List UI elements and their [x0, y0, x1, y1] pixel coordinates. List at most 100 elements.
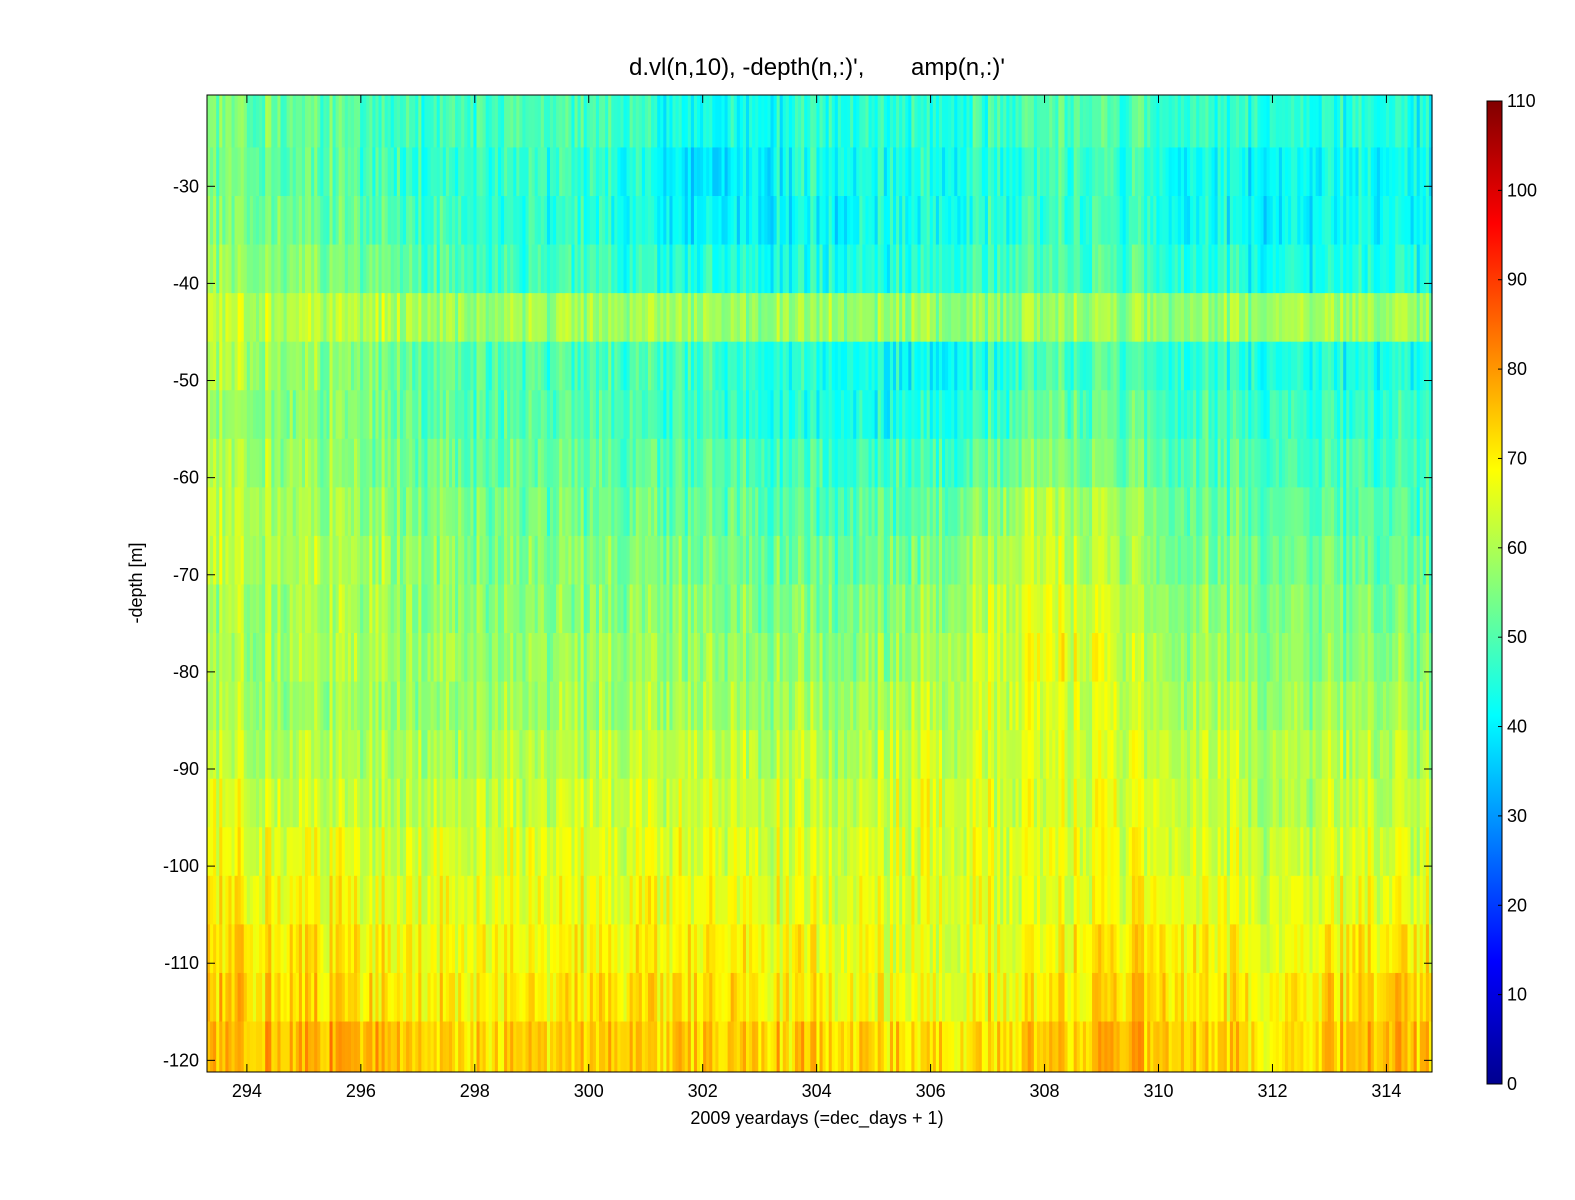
heatmap-cell: [234, 924, 239, 974]
heatmap-cell: [317, 730, 321, 780]
heatmap-cell: [678, 390, 683, 440]
heatmap-cell: [488, 924, 493, 974]
heatmap-cell: [770, 730, 775, 780]
heatmap-cell: [409, 535, 413, 585]
heatmap-cell: [516, 196, 520, 245]
heatmap-cell: [403, 341, 407, 391]
heatmap-cell: [418, 487, 422, 537]
heatmap-cell: [246, 95, 251, 148]
heatmap-cell: [399, 827, 404, 877]
heatmap-cell: [638, 633, 643, 682]
heatmap-cell: [225, 778, 230, 828]
heatmap-cell: [219, 972, 223, 1022]
heatmap-cell: [767, 487, 772, 537]
heatmap-cell: [620, 244, 625, 294]
heatmap-cell: [911, 147, 916, 197]
heatmap-cell: [899, 390, 903, 440]
heatmap-cell: [485, 147, 490, 197]
heatmap-cell: [252, 95, 257, 148]
heatmap-cell: [687, 147, 692, 197]
heatmap-cell: [464, 681, 468, 731]
heatmap-cell: [739, 293, 744, 343]
heatmap-cell: [850, 681, 854, 731]
heatmap-cell: [464, 390, 468, 440]
heatmap-cell: [850, 95, 854, 148]
heatmap-cell: [911, 487, 916, 537]
heatmap-cell: [372, 244, 377, 294]
heatmap-cell: [782, 584, 787, 634]
heatmap-cell: [344, 535, 349, 585]
heatmap-cell: [752, 584, 756, 634]
heatmap-cell: [369, 924, 373, 974]
heatmap-cell: [755, 244, 759, 294]
heatmap-cell: [779, 778, 784, 828]
heatmap-cell: [920, 875, 925, 925]
heatmap-cell: [562, 875, 566, 925]
heatmap-cell: [795, 681, 799, 731]
heatmap-cell: [344, 438, 349, 488]
heatmap-cell: [473, 293, 478, 343]
heatmap-cell: [889, 924, 894, 974]
heatmap-cell: [739, 972, 744, 1022]
heatmap-cell: [828, 438, 833, 488]
heatmap-cell: [657, 95, 661, 148]
heatmap-cell: [363, 535, 367, 585]
heatmap-cell: [697, 535, 701, 585]
heatmap-cell: [571, 827, 576, 877]
heatmap-cell: [819, 95, 824, 148]
heatmap-cell: [758, 584, 762, 634]
heatmap-cell: [225, 487, 230, 537]
heatmap-cell: [620, 924, 625, 974]
heatmap-cell: [556, 827, 560, 877]
heatmap-cell: [507, 827, 511, 877]
heatmap-cell: [436, 244, 441, 294]
heatmap-cell: [586, 341, 591, 391]
heatmap-cell: [522, 244, 527, 294]
heatmap-cell: [681, 778, 686, 828]
heatmap-cell: [320, 827, 324, 877]
heatmap-cell: [739, 244, 744, 294]
heatmap-cell: [510, 196, 514, 245]
heatmap-cell: [335, 875, 340, 925]
heatmap-cell: [871, 778, 876, 828]
heatmap-cell: [326, 535, 331, 585]
heatmap-cell: [448, 924, 453, 974]
heatmap-cell: [485, 438, 490, 488]
heatmap-cell: [660, 95, 664, 148]
heatmap-cell: [228, 972, 233, 1022]
heatmap-cell: [840, 681, 845, 731]
heatmap-cell: [935, 633, 940, 682]
heatmap-cell: [516, 438, 520, 488]
heatmap-cell: [488, 827, 493, 877]
heatmap-cell: [847, 147, 851, 197]
heatmap-cell: [412, 972, 416, 1022]
heatmap-cell: [262, 924, 266, 974]
heatmap-cell: [225, 584, 230, 634]
heatmap-cell: [865, 147, 870, 197]
heatmap-cell: [222, 924, 226, 974]
heatmap-cell: [951, 778, 955, 828]
heatmap-cell: [874, 924, 879, 974]
heatmap-cell: [779, 535, 784, 585]
heatmap-cell: [568, 293, 573, 343]
heatmap-cell: [877, 778, 882, 828]
heatmap-cell: [436, 778, 441, 828]
heatmap-cell: [522, 147, 527, 197]
heatmap-cell: [764, 924, 769, 974]
heatmap-cell: [363, 730, 367, 780]
heatmap-cell: [461, 681, 465, 731]
heatmap-cell: [795, 341, 799, 391]
heatmap-cell: [632, 95, 637, 148]
heatmap-cell: [473, 438, 478, 488]
heatmap-cell: [372, 681, 377, 731]
heatmap-cell: [436, 535, 441, 585]
heatmap-cell: [295, 778, 300, 828]
heatmap-cell: [222, 681, 226, 731]
heatmap-cell: [929, 778, 934, 828]
heatmap-cell: [455, 293, 459, 343]
heatmap-cell: [611, 1021, 615, 1073]
heatmap-cell: [344, 1021, 349, 1073]
heatmap-cell: [932, 1021, 937, 1073]
heatmap-cell: [856, 584, 860, 634]
heatmap-cell: [929, 293, 934, 343]
